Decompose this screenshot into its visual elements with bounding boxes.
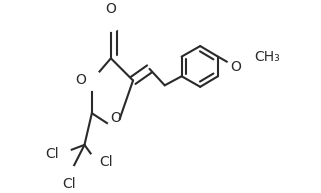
Text: Cl: Cl xyxy=(99,155,112,169)
Text: O: O xyxy=(76,74,87,87)
Text: O: O xyxy=(105,2,116,16)
Text: O: O xyxy=(230,60,241,74)
Text: Cl: Cl xyxy=(63,177,76,191)
Text: O: O xyxy=(111,111,122,125)
Text: CH₃: CH₃ xyxy=(254,50,280,64)
Text: Cl: Cl xyxy=(45,147,59,161)
